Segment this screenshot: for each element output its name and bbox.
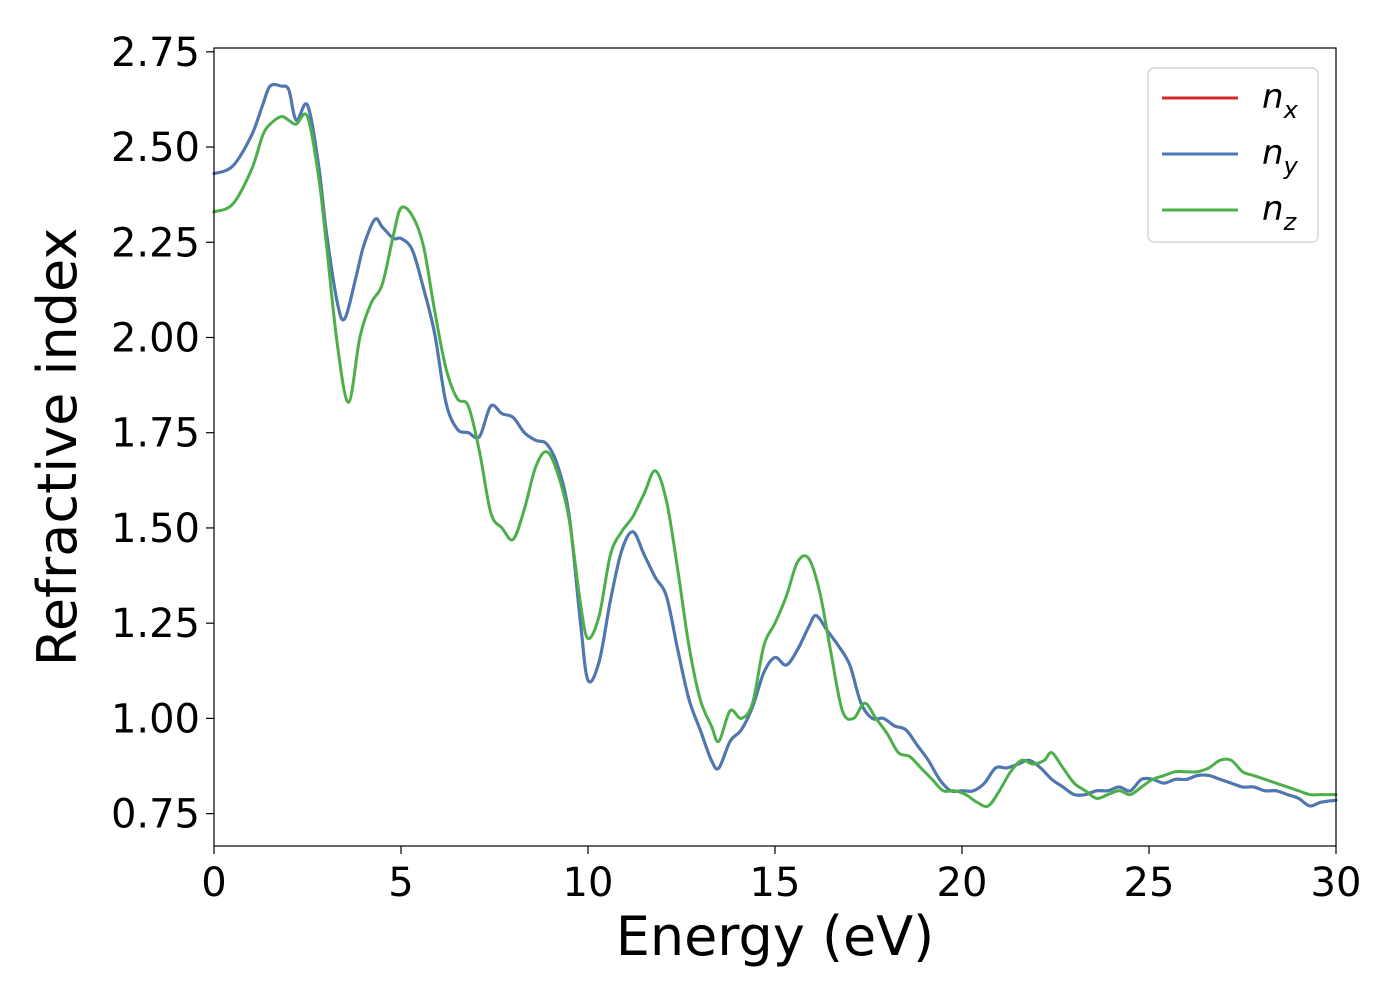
x-tick-label: 25 <box>1124 860 1175 906</box>
series-layer <box>212 83 1338 808</box>
legend-item-y: ny <box>1162 133 1299 180</box>
y-tick-label: 2.75 <box>111 30 200 76</box>
y-tick-label: 1.50 <box>111 506 200 552</box>
x-tick-label: 20 <box>937 860 988 906</box>
legend-label: nx <box>1262 77 1299 124</box>
y-tick-label: 2.50 <box>111 125 200 171</box>
x-tick-label: 15 <box>750 860 801 906</box>
y-axis-title: Refractive index <box>26 228 89 667</box>
series-line-z <box>212 112 1338 808</box>
y-axis-ticks: 0.75 1.00 1.25 1.50 1.75 2.00 2.25 2.50 2.75 <box>111 30 214 838</box>
y-tick-label: 1.25 <box>111 601 200 647</box>
legend: nx ny nz <box>1147 67 1319 243</box>
legend-item-z: nz <box>1162 189 1298 236</box>
y-tick-label: 1.00 <box>111 696 200 742</box>
x-tick-label: 5 <box>388 860 413 906</box>
x-tick-label: 10 <box>563 860 614 906</box>
legend-item-x: nx <box>1162 77 1299 124</box>
legend-label: nz <box>1262 189 1298 236</box>
y-tick-label: 2.00 <box>111 315 200 361</box>
y-tick-label: 0.75 <box>111 792 200 838</box>
y-tick-label: 2.25 <box>111 220 200 266</box>
x-axis-title: Energy (eV) <box>616 905 935 968</box>
x-axis-ticks: 0 5 10 15 20 25 30 <box>201 846 1361 906</box>
legend-label: ny <box>1262 133 1299 180</box>
x-tick-label: 0 <box>201 860 226 906</box>
x-tick-label: 30 <box>1311 860 1362 906</box>
y-tick-label: 1.75 <box>111 411 200 457</box>
